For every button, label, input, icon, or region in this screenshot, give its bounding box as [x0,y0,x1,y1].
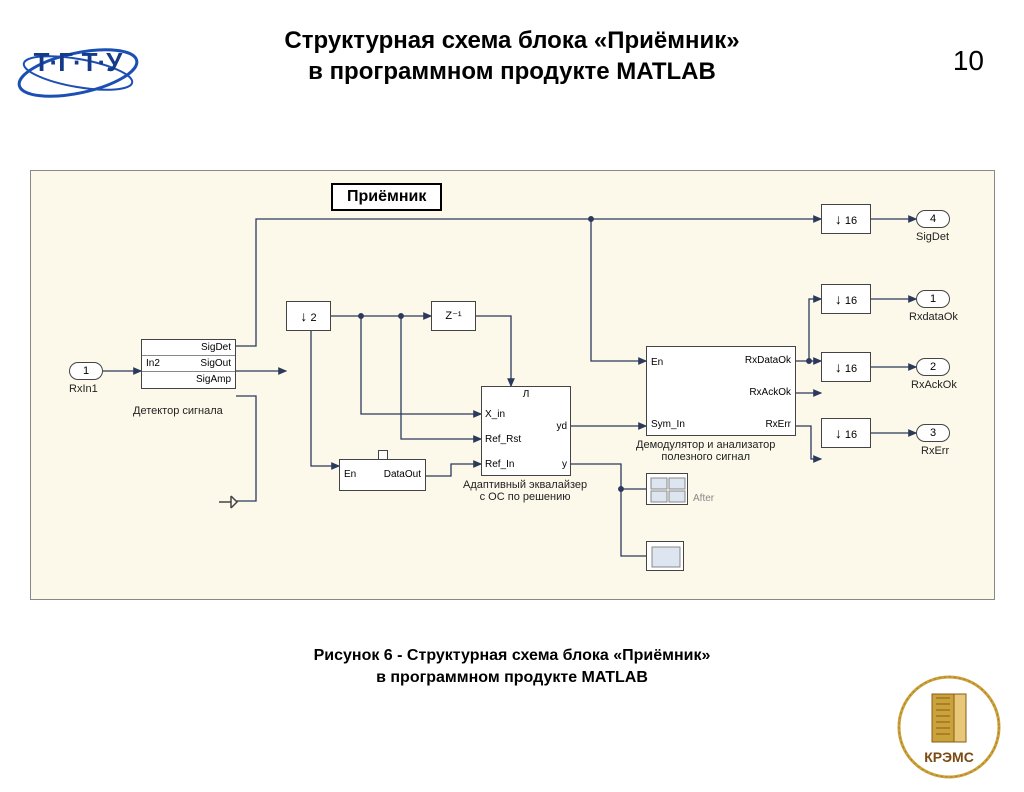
in-port-1-label: RxIn1 [69,383,98,395]
out-port-4-label: SigDet [916,231,949,243]
subsystem-title: Приёмник [331,183,442,211]
detector-block: SigDet In2SigOut SigAmp [141,339,236,389]
in-port-1: 1 [69,362,103,380]
enable-data-block: EnDataOut [339,459,426,491]
out-port-1: 1 [916,290,950,308]
terminator-icon [219,494,239,515]
krems-logo: КРЭМС [894,672,1004,782]
downsample-16-3: ↓ 16 [821,352,871,382]
downsample-2-block: ↓ 2 [286,301,331,331]
downsample-16-4: ↓ 16 [821,418,871,448]
out-port-2-label: RxAckOk [911,379,957,391]
tgtu-text: Т·Г·Т·У [34,47,123,77]
delay-block: Z⁻¹ [431,301,476,331]
simulink-diagram: Приёмник 1 RxIn1 SigDet In2SigOut SigAmp… [30,170,995,600]
equalizer-block: Л X_in Ref_Rst Ref_In yd y [481,386,571,476]
out-port-2: 2 [916,358,950,376]
tgtu-logo: Т·Г·Т·У [8,33,148,108]
demod-label: Демодулятор и анализатор полезного сигна… [636,439,775,463]
page-number: 10 [953,45,984,77]
detector-label: Детектор сигнала [133,405,223,417]
out-port-3-label: RxErr [921,445,949,457]
scope-block [646,541,684,571]
figure-caption: Рисунок 6 - Структурная схема блока «При… [0,645,1024,690]
out-port-4: 4 [916,210,950,228]
scope-after-block [646,473,688,505]
downsample-16-2: ↓ 16 [821,284,871,314]
demod-block: En Sym_In RxDataOk RxAckOk RxErr [646,346,796,436]
svg-text:КРЭМС: КРЭМС [924,749,974,765]
out-port-1-label: RxdataOk [909,311,958,323]
out-port-3: 3 [916,424,950,442]
equalizer-label: Адаптивный эквалайзер с ОС по решению [463,479,587,503]
page-title: Структурная схема блока «Приёмник» в про… [0,25,1024,87]
downsample-16-1: ↓ 16 [821,204,871,234]
scope-after-label: After [693,493,714,504]
